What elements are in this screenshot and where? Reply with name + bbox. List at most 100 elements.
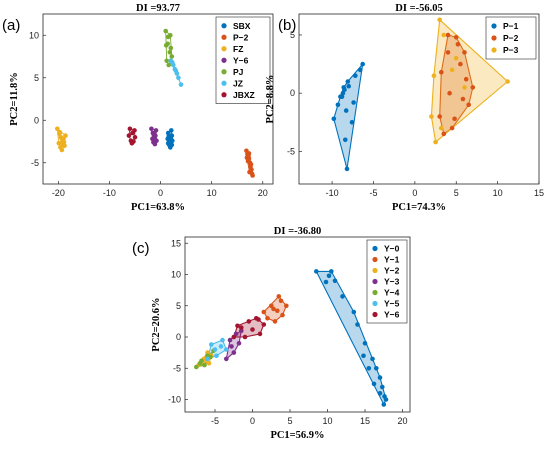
- x-tick-label-c: -5: [211, 416, 219, 426]
- data-point-c-Y−0: [355, 322, 360, 327]
- x-tick-label-c: 5: [287, 416, 292, 426]
- data-point-b-P−1: [343, 137, 348, 143]
- data-point-b-P−2: [452, 116, 457, 122]
- y-tick-label-b: 5: [290, 30, 295, 40]
- data-point-c-Y−6: [256, 317, 261, 322]
- data-point-c-Y−0: [362, 341, 368, 346]
- data-point-c-Y−3: [236, 341, 242, 346]
- legend-marker-b: [491, 47, 497, 53]
- data-point-c-Y−0: [340, 294, 345, 299]
- data-point-b-P−3: [429, 114, 434, 119]
- x-tick-label-a: 20: [258, 188, 268, 198]
- panel-b: (b) DI =-56.05 -10 -5 0 5 10 15 -5 0 5 PC1=74.3% PC…: [265, 3, 544, 213]
- data-point-a-JZ: [178, 82, 184, 87]
- legend-marker-c: [372, 300, 378, 307]
- data-point-a-JBXZ: [126, 133, 132, 138]
- hull-b-P−3: [430, 18, 509, 144]
- y-tick-label-a: 10: [29, 30, 39, 40]
- data-point-c-Y−4: [197, 361, 203, 366]
- data-point-a-Y−6: [153, 128, 159, 133]
- data-point-c-Y−2: [205, 350, 210, 355]
- y-axis-label-a: PC2=11.8%: [9, 72, 20, 126]
- data-point-b-P−2: [445, 50, 451, 55]
- data-point-a-SBX: [165, 130, 171, 136]
- y-tick-label-c: 10: [171, 270, 181, 280]
- data-point-a-FZ: [60, 142, 66, 148]
- data-point-a-SBX: [168, 135, 174, 141]
- data-point-c-Y−1: [280, 312, 285, 318]
- chart-title-b: DI =-56.05: [395, 3, 442, 14]
- legend-label-a: PJ: [233, 67, 244, 77]
- x-tick-label-b: 15: [534, 188, 544, 198]
- legend-label-c: Y−0: [384, 244, 400, 254]
- data-point-b-P−2: [449, 125, 455, 131]
- data-point-b-P−3: [449, 67, 455, 73]
- data-point-c-Y−6: [235, 323, 240, 329]
- data-point-c-Y−5: [218, 344, 224, 349]
- data-point-b-P−2: [466, 102, 472, 108]
- data-point-a-Y−6: [149, 126, 154, 132]
- legend-label-a: P−2: [233, 32, 249, 42]
- data-point-b-P−3: [453, 55, 459, 61]
- plot-area-b: [298, 13, 540, 185]
- data-point-c-Y−1: [261, 309, 267, 315]
- y-tick-label-c: -10: [168, 395, 181, 405]
- data-point-b-P−3: [433, 139, 438, 145]
- data-point-a-JBXZ: [129, 140, 135, 146]
- legend-marker-c: [372, 256, 378, 263]
- data-point-b-P−2: [458, 61, 463, 67]
- data-point-b-P−1: [353, 73, 358, 78]
- y-tick-label-a: -5: [31, 158, 39, 168]
- data-point-b-P−3: [439, 125, 444, 131]
- data-point-c-Y−6: [250, 327, 255, 332]
- panel-c: (c) DI =-36.80 -5 0 5 10 15 20 -10 -5 0 5 10 15 PC1=5…: [132, 226, 411, 441]
- data-point-a-JBXZ: [127, 126, 133, 132]
- data-point-a-PJ: [166, 62, 171, 68]
- data-point-b-P−1: [338, 94, 343, 99]
- legend-marker-b: [491, 35, 497, 41]
- data-point-c-Y−0: [383, 397, 389, 402]
- data-point-b-P−1: [351, 100, 356, 105]
- legend-marker-c: [372, 278, 378, 285]
- data-point-b-P−1: [340, 90, 346, 96]
- data-point-b-P−1: [344, 166, 350, 172]
- y-tick-label-c: 0: [176, 332, 181, 342]
- data-point-c-Y−0: [380, 384, 385, 390]
- legend-marker-b: [491, 23, 497, 29]
- data-point-a-PJ: [168, 33, 173, 38]
- data-point-a-JZ: [176, 75, 181, 81]
- x-tick-label-a: 0: [158, 188, 163, 198]
- data-point-c-Y−0: [366, 366, 372, 371]
- x-tick-label-b: 5: [454, 188, 459, 198]
- data-point-c-Y−6: [257, 331, 263, 337]
- data-point-c-Y−6: [239, 325, 244, 330]
- data-point-c-Y−0: [332, 278, 338, 284]
- panel-a: (a) DI =93.77 -20 -10 0 10 20 -5 0 5 10 PC1=63.8% P…: [2, 3, 274, 213]
- data-point-c-Y−5: [214, 353, 219, 359]
- data-point-b-P−2: [453, 35, 459, 40]
- data-point-b-P−2: [455, 42, 461, 47]
- plot-area-a: [42, 13, 274, 185]
- data-point-b-P−1: [345, 79, 351, 84]
- data-point-a-PJ: [168, 45, 174, 51]
- data-point-a-FZ: [63, 133, 68, 138]
- plot-area-c: [184, 236, 411, 413]
- legend-label-a: Y−6: [233, 55, 249, 65]
- y-tick-label-a: 0: [34, 115, 39, 125]
- data-point-b-P−3: [431, 73, 437, 78]
- data-point-c-Y−5: [212, 347, 218, 352]
- legend-marker-a: [221, 80, 227, 86]
- data-point-c-Y−1: [284, 303, 289, 309]
- legend-label-c: Y−6: [384, 310, 400, 320]
- data-point-a-JBXZ: [132, 135, 138, 140]
- data-point-c-Y−1: [272, 319, 278, 324]
- x-tick-label-c: 20: [397, 416, 407, 426]
- data-point-c-Y−0: [374, 366, 379, 371]
- data-point-c-Y−6: [242, 334, 248, 340]
- y-tick-label-c: -5: [173, 363, 181, 373]
- legend-marker-a: [221, 46, 227, 52]
- legend-label-b: P−3: [503, 45, 519, 55]
- data-point-c-Y−1: [278, 298, 284, 304]
- data-point-b-P−2: [470, 85, 476, 90]
- legend-marker-a: [221, 69, 227, 75]
